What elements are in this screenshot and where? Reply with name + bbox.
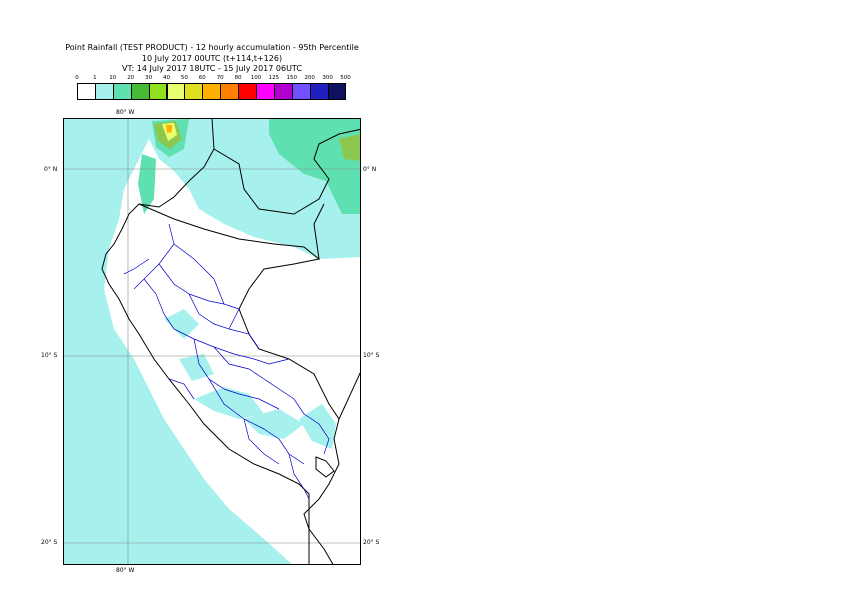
legend-swatch: [309, 83, 329, 100]
legend-threshold-label: 300: [322, 75, 333, 81]
legend-threshold-label: 150: [286, 75, 298, 81]
legend-swatch: [256, 83, 275, 100]
legend-threshold-label: 1: [93, 75, 97, 81]
rainfall-peak-orange: [166, 125, 172, 133]
rainfall-map: [63, 118, 361, 565]
validity-time-label: VT: 14 July 2017 18UTC - 15 July 2017 06…: [122, 64, 302, 73]
lon-label-top: 80° W: [116, 109, 135, 116]
lat-label-20-right: 20° S: [363, 539, 380, 546]
rainfall-band-inland-2: [244, 409, 304, 439]
legend-swatch: [291, 83, 311, 100]
legend-threshold-label: 70: [216, 75, 224, 81]
lat-label-10-right: 10° S: [363, 352, 380, 359]
rainfall-peak-green-east: [339, 134, 360, 161]
legend-threshold-label: 100: [250, 75, 262, 81]
legend-threshold-label: 500: [340, 75, 351, 81]
coastline: [101, 119, 310, 564]
legend-threshold-label: 30: [145, 75, 153, 81]
rainfall-band-inland-3: [299, 404, 336, 449]
lat-label-0-right: 0° N: [363, 166, 377, 173]
rainfall-band-inland-5: [179, 354, 214, 381]
legend-threshold-label: 0: [75, 75, 79, 81]
legend-swatch: [112, 83, 132, 100]
rainfall-band-inland-1: [194, 387, 264, 419]
legend-threshold-label: 10: [109, 75, 117, 81]
legend-swatch: [77, 83, 96, 100]
admin-boundaries: [123, 223, 330, 500]
lat-label-20-left: 20° S: [41, 539, 58, 546]
legend-swatch: [166, 83, 186, 100]
rainfall-light-cyan-areas: [64, 119, 360, 564]
legend-threshold-label: 125: [268, 75, 280, 81]
rainfall-area-ocean-west: [64, 119, 292, 564]
border-ecuador-peru: [138, 203, 325, 261]
legend-swatch: [238, 83, 257, 100]
legend-threshold-label: 20: [127, 75, 135, 81]
legend-threshold-label: 60: [198, 75, 206, 81]
legend-swatch: [184, 83, 204, 100]
map-canvas: [64, 119, 360, 564]
lat-label-10-left: 10° S: [41, 352, 58, 359]
legend-swatch: [130, 83, 150, 100]
lake-titicaca: [315, 456, 335, 478]
legend-threshold-label: 80: [234, 75, 242, 81]
legend-swatch: [148, 83, 168, 100]
border-colombia-ecuador: [213, 128, 360, 215]
graticule: [64, 119, 360, 564]
rainfall-area-northeast-teal: [269, 119, 360, 214]
rainfall-band-inland-4: [164, 309, 199, 339]
legend-swatch: [202, 83, 222, 100]
chart-title: Point Rainfall (TEST PRODUCT) - 12 hourl…: [65, 43, 359, 52]
lon-label-bottom: 80° W: [116, 567, 135, 574]
legend-swatch: [94, 83, 114, 100]
legend-swatch: [220, 83, 240, 100]
run-time-label: 10 July 2017 00UTC (t+114,t+126): [141, 54, 283, 63]
legend-threshold-label: 200: [304, 75, 315, 81]
legend-threshold-label: 50: [180, 75, 188, 81]
legend-swatch: [273, 83, 293, 100]
rainfall-peak-areas: [154, 121, 360, 161]
border-bolivia-east: [338, 372, 360, 420]
border-peru-bolivia: [303, 463, 340, 564]
legend-swatch: [327, 83, 347, 100]
lat-label-0-left: 0° N: [44, 166, 58, 173]
legend-threshold-label: 40: [163, 75, 170, 81]
